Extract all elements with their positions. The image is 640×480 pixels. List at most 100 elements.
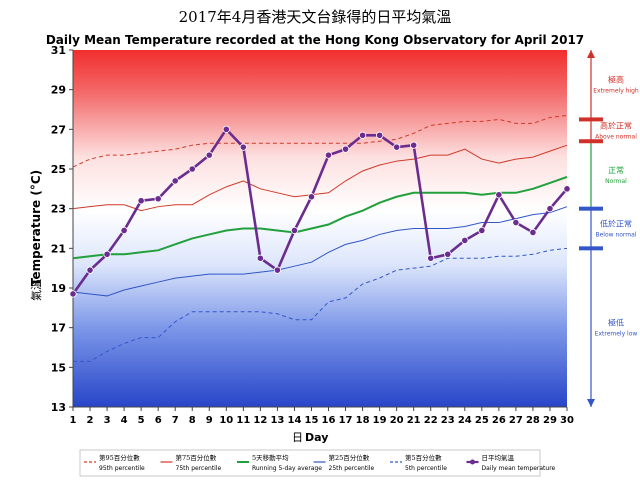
data-point [341, 145, 350, 153]
legend-marker [470, 459, 475, 465]
legend-label-zh: 5天移動平均 [252, 453, 289, 462]
x-tick-label: 6 [155, 415, 162, 426]
x-tick-label: 15 [305, 415, 319, 426]
y-axis-label-en: Temperature (°C) [29, 170, 43, 286]
x-axis-label-zh: 日 [292, 431, 303, 444]
data-point [478, 226, 486, 235]
data-point [239, 143, 247, 151]
data-point [103, 250, 111, 258]
x-tick-label: 21 [407, 415, 421, 426]
legend-label-zh: 第75百分位數 [176, 453, 217, 462]
data-point [290, 226, 299, 235]
data-point [444, 250, 452, 258]
plot-background [73, 50, 567, 407]
category-scale: 極高 Extremely high 高於正常 Above normal 正常 Normal… [579, 50, 639, 407]
data-point [324, 151, 333, 159]
legend-label-zh: 日平均氣溫 [482, 453, 515, 462]
x-tick-label: 22 [424, 415, 438, 426]
legend: 第95百分位數 95th percentile 第75百分位數 75th percen… [79, 449, 556, 477]
y-tick-label: 29 [51, 84, 66, 97]
data-point [154, 195, 162, 203]
category-label-en: Normal [605, 178, 627, 185]
x-tick-label: 16 [322, 415, 336, 426]
x-tick-label: 26 [492, 415, 506, 426]
legend-label-en: 25th percentile [329, 465, 375, 472]
series-line-p75 [72, 144, 568, 212]
legend-label-zh: 第95百分位數 [99, 453, 140, 462]
x-tick-label: 12 [253, 415, 267, 426]
x-tick-label: 1 [70, 415, 77, 426]
data-point [256, 254, 264, 262]
series-line-p95 [72, 114, 568, 168]
x-tick-label: 19 [373, 415, 387, 426]
data-point [376, 131, 384, 139]
y-tick-label: 27 [51, 123, 66, 136]
x-tick-label: 11 [236, 415, 250, 426]
legend-label-en: Running 5-day average [252, 465, 322, 472]
category-label-zh: 極低 [608, 318, 624, 328]
data-point [86, 266, 94, 274]
x-tick-label: 13 [270, 415, 284, 426]
y-tick-label: 15 [51, 361, 66, 374]
arrow-up-icon [587, 50, 595, 58]
legend-label-en: 5th percentile [405, 465, 447, 472]
x-tick-label: 18 [356, 415, 370, 426]
data-point [205, 151, 213, 159]
legend-label-en: Daily mean temperature [482, 465, 556, 472]
threshold-marker [579, 117, 603, 122]
x-tick-label: 17 [339, 415, 353, 426]
x-tick-label: 20 [390, 415, 404, 426]
x-tick-label: 3 [104, 415, 111, 426]
data-point [495, 191, 503, 199]
category-label-zh: 低於正常 [600, 219, 632, 229]
legend-label-zh: 第25百分位數 [329, 453, 370, 462]
y-axis-label-zh: 氣溫 [29, 279, 43, 301]
x-tick-label: 30 [560, 415, 574, 426]
x-tick-label: 2 [87, 415, 94, 426]
data-point [546, 205, 554, 213]
data-point [188, 165, 196, 173]
series-line-p5 [73, 247, 568, 362]
x-tick-label: 8 [189, 415, 196, 426]
category-label-en: Extremely low [595, 331, 638, 338]
data-point [120, 226, 128, 235]
y-tick-label: 31 [51, 44, 66, 57]
x-tick-label: 9 [206, 415, 213, 426]
x-axis-label-en: Day [305, 431, 328, 444]
x-tick-label: 29 [543, 415, 557, 426]
legend-box [79, 449, 541, 477]
data-point [358, 131, 367, 139]
x-tick-label: 27 [509, 415, 523, 426]
y-tick-label: 13 [51, 401, 66, 414]
y-tick-label: 21 [51, 242, 66, 255]
threshold-marker [579, 139, 603, 144]
data-point [410, 141, 418, 149]
x-tick-label: 7 [172, 415, 179, 426]
threshold-marker [579, 246, 603, 251]
x-tick-label: 5 [138, 415, 145, 426]
category-label-zh: 正常 [608, 166, 624, 175]
data-point [69, 290, 77, 298]
legend-label-en: 95th percentile [99, 465, 145, 472]
legend-label-en: 75th percentile [176, 465, 222, 472]
series-line-avg5 [72, 175, 568, 260]
x-tick-label: 10 [219, 415, 233, 426]
data-point [529, 228, 537, 237]
category-label-en: Below normal [596, 232, 637, 239]
category-label-en: Extremely high [593, 88, 639, 95]
y-tick-label: 17 [51, 322, 66, 335]
data-point [512, 218, 520, 227]
arrow-down-icon [587, 399, 595, 407]
y-tick-label: 23 [51, 203, 66, 216]
data-point [393, 143, 401, 151]
x-tick-label: 28 [526, 415, 540, 426]
chart-title-en: Daily Mean Temperature recorded at the H… [46, 33, 584, 47]
category-label-en: Above normal [595, 133, 637, 140]
chart-title-zh: 2017年4月香港天文台錄得的日平均氣溫 [179, 8, 452, 26]
data-point [427, 254, 435, 262]
data-point [137, 197, 145, 205]
data-point [171, 177, 179, 185]
x-tick-label: 25 [475, 415, 489, 426]
data-point [222, 125, 230, 133]
